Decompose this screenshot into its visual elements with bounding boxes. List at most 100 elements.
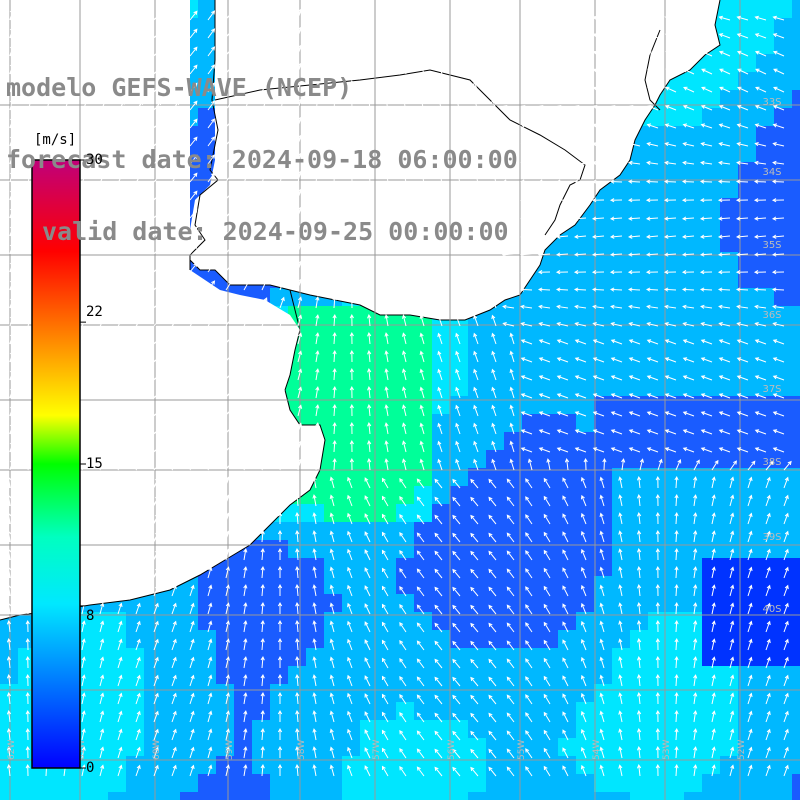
wind-arrow [297, 458, 303, 471]
field-cell [576, 288, 594, 306]
wind-arrow [636, 728, 642, 741]
field-cell [792, 90, 800, 108]
wind-arrow [437, 368, 443, 381]
field-cell [468, 360, 486, 378]
wind-arrow [243, 728, 248, 741]
wind-arrow [575, 68, 587, 75]
wind-arrow [699, 216, 713, 221]
wind-arrow [81, 153, 89, 165]
wind-arrow [509, 404, 515, 417]
wind-arrow [312, 602, 317, 615]
wind-arrow [452, 550, 461, 561]
wind-arrow [491, 80, 497, 93]
wind-arrow [295, 746, 300, 759]
field-cell [792, 774, 800, 792]
wind-arrow [488, 694, 497, 705]
wind-arrow [6, 566, 12, 579]
longitude-label: 55W [517, 740, 527, 760]
wind-arrow [399, 495, 407, 507]
wind-arrow [312, 566, 317, 579]
wind-arrow [771, 179, 785, 184]
wind-arrow [384, 98, 389, 111]
field-cell [486, 576, 504, 594]
wind-arrow [243, 63, 250, 75]
wind-arrow [329, 476, 335, 489]
wind-arrow [636, 566, 642, 579]
wind-arrow [452, 622, 461, 633]
wind-arrow [364, 549, 371, 561]
field-cell [324, 468, 342, 486]
wind-arrow [618, 530, 623, 543]
wind-arrow [279, 314, 285, 327]
field-cell [252, 756, 270, 774]
wind-arrow [329, 602, 335, 615]
wind-arrow [117, 602, 123, 615]
wind-arrow [747, 656, 753, 669]
wind-arrow [329, 638, 335, 651]
wind-arrow [610, 304, 623, 309]
wind-arrow [384, 26, 389, 39]
wind-arrow [171, 244, 180, 255]
wind-arrow [771, 198, 785, 203]
wind-arrow [700, 50, 713, 57]
wind-arrow [674, 493, 679, 507]
wind-arrow [401, 26, 407, 39]
wind-arrow [602, 457, 607, 471]
wind-arrow [753, 198, 767, 203]
land-mass-south [0, 0, 325, 620]
wind-arrow [329, 512, 335, 525]
wind-arrow [646, 104, 659, 111]
wind-arrow [599, 638, 605, 651]
wind-arrow [664, 339, 677, 345]
wind-arrow [416, 694, 425, 705]
wind-arrow [171, 136, 180, 147]
field-cell [396, 648, 414, 666]
wind-arrow [117, 100, 126, 111]
wind-arrow [753, 287, 767, 292]
wind-arrow [329, 764, 335, 777]
wind-arrow [501, 252, 515, 257]
wind-arrow [295, 620, 300, 633]
field-cell [684, 720, 702, 738]
wind-arrow [562, 549, 569, 561]
wind-arrow [574, 142, 587, 147]
field-cell [756, 162, 774, 180]
field-cell [612, 648, 630, 666]
wind-arrow [646, 322, 659, 327]
wind-arrow [765, 476, 771, 489]
wind-arrow [63, 135, 70, 147]
wind-arrow [153, 746, 159, 759]
wind-arrow [599, 548, 605, 561]
wind-arrow [437, 386, 443, 399]
field-cell [198, 612, 216, 630]
field-cell [756, 306, 774, 324]
wind-arrow [434, 658, 443, 669]
wind-arrow [81, 584, 86, 597]
wind-arrow [520, 375, 533, 381]
wind-arrow [599, 746, 605, 759]
field-cell [738, 180, 756, 198]
field-cell [342, 702, 360, 720]
field-cell [432, 450, 450, 468]
wind-arrow [419, 260, 425, 273]
wind-arrow [349, 169, 354, 183]
wind-arrow [735, 198, 749, 203]
field-cell [774, 594, 792, 612]
field-cell [198, 702, 216, 720]
wind-arrow [189, 656, 195, 669]
wind-arrow [189, 638, 195, 651]
wind-arrow [538, 339, 551, 345]
field-cell [324, 396, 342, 414]
wind-arrow [349, 223, 354, 237]
field-cell [684, 144, 702, 162]
field-cell [792, 414, 800, 432]
wind-arrow [315, 278, 320, 291]
wind-arrow [574, 15, 587, 21]
field-cell [414, 558, 432, 576]
wind-arrow [520, 33, 533, 39]
wind-arrow [506, 748, 515, 759]
wind-arrow [207, 530, 213, 543]
wind-arrow [332, 277, 337, 291]
field-cell [792, 684, 800, 702]
field-cell [684, 540, 702, 558]
